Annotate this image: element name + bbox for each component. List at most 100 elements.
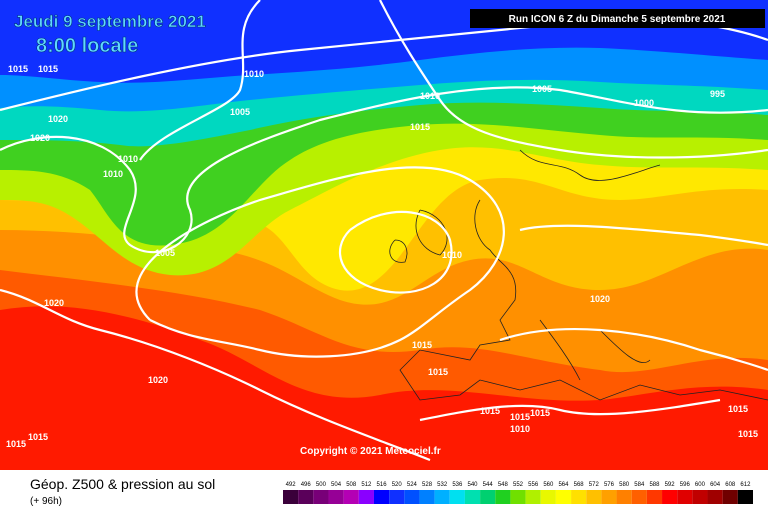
- copyright: Copyright © 2021 Meteociel.fr: [300, 446, 441, 457]
- isobar-label: 1015: [412, 340, 432, 350]
- legend-swatch: [373, 490, 390, 504]
- legend-swatch: [707, 490, 723, 504]
- legend-swatch: [737, 490, 753, 504]
- footer-lead: (+ 96h): [30, 496, 62, 507]
- legend-label: 508: [346, 482, 357, 488]
- legend-swatch: [662, 490, 678, 504]
- legend-swatch: [328, 490, 344, 504]
- legend-label: 600: [695, 482, 706, 488]
- legend-label: 604: [710, 482, 721, 488]
- legend-label: 588: [649, 482, 660, 488]
- legend-swatch: [404, 490, 420, 504]
- legend-swatch: [677, 490, 693, 504]
- legend-label: 540: [468, 482, 479, 488]
- isobar: [379, 0, 768, 159]
- legend-swatch: [601, 490, 617, 504]
- legend-swatch: [555, 490, 572, 504]
- legend-label: 512: [361, 482, 372, 488]
- forecast-date: Jeudi 9 septembre 2021: [14, 12, 206, 31]
- legend-swatch: [631, 490, 647, 504]
- legend-swatch: [495, 490, 511, 504]
- legend-swatch: [358, 490, 374, 504]
- legend-label: 576: [604, 482, 615, 488]
- legend-label: 524: [407, 482, 418, 488]
- legend-label: 556: [528, 482, 539, 488]
- run-info: Run ICON 6 Z du Dimanche 5 septembre 202…: [509, 14, 726, 25]
- legend-label: 528: [422, 482, 433, 488]
- isobar-label: 1010: [510, 424, 530, 434]
- isobar-label: 1015: [480, 406, 500, 416]
- isobar-label: 1005: [230, 107, 250, 117]
- isobar-label: 1015: [510, 412, 530, 422]
- isobar-label: 1015: [738, 429, 758, 439]
- legend-label: 592: [665, 482, 676, 488]
- legend-swatch: [313, 490, 329, 504]
- isobar-label: 1015: [6, 439, 26, 449]
- isobar: [139, 0, 261, 161]
- legend-label: 516: [377, 482, 388, 488]
- isobar-label: 1015: [728, 404, 748, 414]
- isobar-label: 1020: [590, 294, 610, 304]
- isobar-label: 1005: [532, 84, 552, 94]
- legend-label: 500: [316, 482, 327, 488]
- isobar: [0, 86, 768, 254]
- legend-swatch: [722, 490, 738, 504]
- legend-swatch: [464, 490, 481, 504]
- legend-label: 520: [392, 482, 403, 488]
- legend-swatch: [419, 490, 435, 504]
- legend-swatch: [480, 490, 496, 504]
- forecast-time: 8:00 locale: [36, 35, 138, 57]
- legend-label: 596: [680, 482, 691, 488]
- isobar-label: 1000: [634, 98, 654, 108]
- isobar-label: 1010: [103, 169, 123, 179]
- isobar: [338, 210, 453, 294]
- isobar-label: 1010: [442, 250, 462, 260]
- isobar-label: 1010: [420, 91, 440, 101]
- coastline: [389, 149, 768, 401]
- legend-label: 548: [498, 482, 509, 488]
- legend-label: 608: [725, 482, 736, 488]
- isobar-label: 1015: [410, 122, 430, 132]
- legend-swatch: [298, 490, 314, 504]
- isobar-label: 1005: [155, 248, 175, 258]
- legend-swatch: [646, 490, 663, 504]
- isobar: [135, 166, 505, 358]
- legend-label: 560: [543, 482, 554, 488]
- legend-label: 544: [483, 482, 494, 488]
- isobar: [419, 224, 768, 422]
- legend-label: 580: [619, 482, 630, 488]
- legend-label: 536: [452, 482, 463, 488]
- legend-label: 612: [740, 482, 751, 488]
- legend-label: 564: [558, 482, 569, 488]
- legend-label: 572: [589, 482, 600, 488]
- legend-swatch: [434, 490, 450, 504]
- legend-swatch: [525, 490, 541, 504]
- legend-swatch: [389, 490, 405, 504]
- legend-label: 532: [437, 482, 448, 488]
- legend-swatch: [692, 490, 708, 504]
- legend-label: 504: [331, 482, 342, 488]
- legend-swatch: [616, 490, 632, 504]
- legend-label: 552: [513, 482, 524, 488]
- footer-title: Géop. Z500 & pression au sol: [30, 476, 215, 492]
- isobar-label: 1015: [428, 367, 448, 377]
- legend-swatch: [540, 490, 556, 504]
- isobar: [0, 288, 431, 462]
- isobar-label: 1020: [44, 298, 64, 308]
- isobar-label: 1010: [244, 69, 264, 79]
- isobar-label: 1020: [148, 375, 168, 385]
- legend-swatch: [586, 490, 602, 504]
- legend-swatch: [449, 490, 465, 504]
- isobar-label: 1020: [48, 114, 68, 124]
- isobar-label: 1015: [530, 408, 550, 418]
- isobar-label: 1010: [118, 154, 138, 164]
- isobar-label: 1015: [28, 432, 48, 442]
- isobar-label: 1020: [30, 133, 50, 143]
- isobar-label: 1015: [8, 64, 28, 74]
- legend-swatch: [510, 490, 526, 504]
- legend-label: 568: [574, 482, 585, 488]
- isobar-label: 995: [710, 89, 725, 99]
- legend-label: 584: [634, 482, 645, 488]
